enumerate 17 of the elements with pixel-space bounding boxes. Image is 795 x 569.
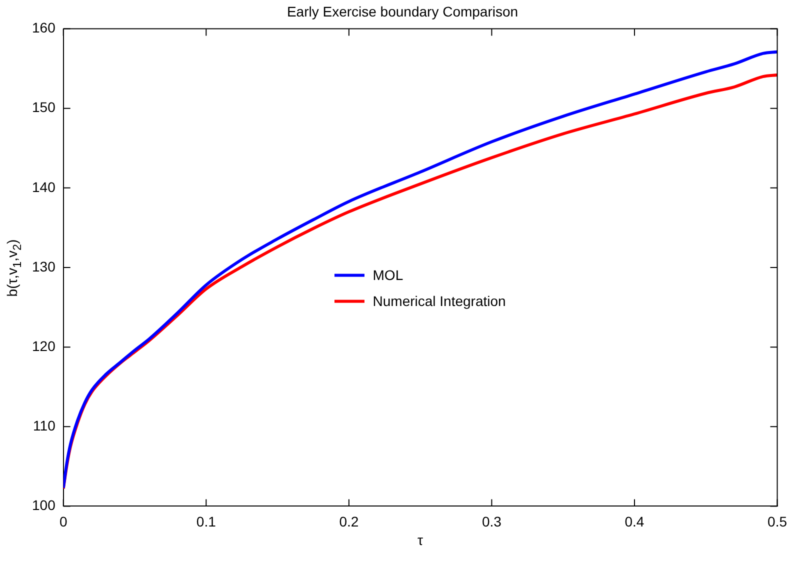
y-tick-label: 110 <box>33 417 56 434</box>
x-tick-label: 0.4 <box>624 513 644 530</box>
x-axis-title: τ <box>418 532 424 548</box>
y-tick-label: 100 <box>32 497 56 514</box>
y-tick-label: 120 <box>32 338 56 354</box>
y-tick-label: 160 <box>32 20 56 36</box>
chart-title: Early Exercise boundary Comparison <box>286 3 518 20</box>
x-tick-label: 0.1 <box>196 513 216 530</box>
legend-label: MOL <box>372 267 404 284</box>
y-tick-label: 140 <box>32 178 56 195</box>
legend-label: Numerical Integration <box>372 293 506 310</box>
y-tick-label: 130 <box>32 258 56 274</box>
x-tick-label: 0.2 <box>339 513 359 530</box>
x-tick-label: 0.5 <box>768 513 788 530</box>
y-tick-label: 150 <box>32 99 56 116</box>
x-tick-label: 0.3 <box>482 513 502 530</box>
x-tick-label: 0 <box>59 513 68 530</box>
